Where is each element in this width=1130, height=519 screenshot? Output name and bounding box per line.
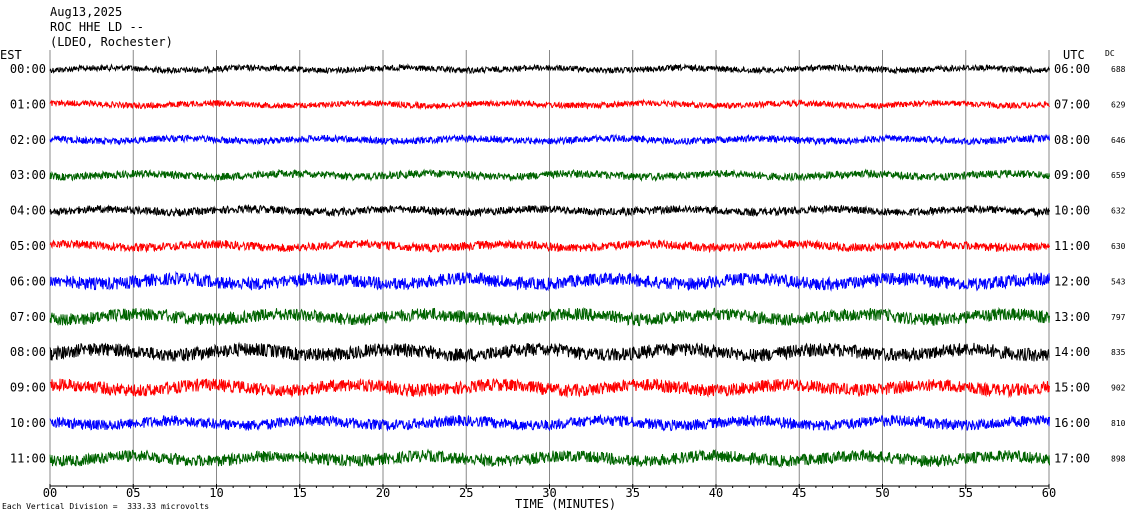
x-tick-label-35: 35 xyxy=(626,486,640,500)
x-tick-label-15: 15 xyxy=(293,486,307,500)
est-label-0300: 03:00 xyxy=(10,168,46,182)
utc-label-1300: 13:00 xyxy=(1054,310,1090,324)
dc-value-0200: 646 xyxy=(1111,136,1126,145)
est-label-0500: 05:00 xyxy=(10,239,46,253)
est-label-0700: 07:00 xyxy=(10,310,46,324)
network-label: (LDEO, Rochester) xyxy=(50,35,173,49)
trace-0300 xyxy=(49,168,1050,183)
dc-value-1100: 898 xyxy=(1111,454,1126,463)
x-tick-label-10: 10 xyxy=(209,486,223,500)
dc-value-0800: 835 xyxy=(1111,348,1126,357)
x-tick-label-00: 00 xyxy=(43,486,57,500)
utc-label-1100: 11:00 xyxy=(1054,239,1090,253)
x-tick-label-60: 60 xyxy=(1042,486,1056,500)
est-axis-label: EST xyxy=(0,48,22,62)
utc-label-1000: 10:00 xyxy=(1054,204,1090,218)
est-label-0100: 01:00 xyxy=(10,97,46,111)
x-tick-label-50: 50 xyxy=(875,486,889,500)
trace-0900 xyxy=(49,377,1050,399)
x-tick-label-30: 30 xyxy=(542,486,556,500)
utc-label-1200: 12:00 xyxy=(1054,274,1090,288)
dc-value-0300: 659 xyxy=(1111,171,1126,180)
utc-label-0700: 07:00 xyxy=(1054,97,1090,111)
utc-label-0900: 09:00 xyxy=(1054,168,1090,182)
trace-0500 xyxy=(49,238,1050,254)
x-tick-label-40: 40 xyxy=(709,486,723,500)
date-label: Aug13,2025 xyxy=(50,5,123,19)
trace-0100 xyxy=(49,98,1050,111)
est-label-0200: 02:00 xyxy=(10,133,46,147)
dc-value-0500: 630 xyxy=(1111,242,1126,251)
x-axis-title: TIME (MINUTES) xyxy=(515,497,617,511)
dc-value-1000: 810 xyxy=(1111,419,1126,428)
x-tick-label-25: 25 xyxy=(459,486,473,500)
x-tick-label-45: 45 xyxy=(792,486,806,500)
dc-value-0000: 688 xyxy=(1111,65,1126,74)
utc-label-1400: 14:00 xyxy=(1054,345,1090,359)
trace-0000 xyxy=(49,63,1050,75)
est-label-0000: 00:00 xyxy=(10,62,46,76)
trace-0800 xyxy=(49,341,1050,363)
trace-0700 xyxy=(49,306,1050,327)
dc-label: DC xyxy=(1105,49,1115,58)
est-label-0400: 04:00 xyxy=(10,204,46,218)
est-label-0900: 09:00 xyxy=(10,381,46,395)
x-tick-label-20: 20 xyxy=(376,486,390,500)
est-label-0600: 06:00 xyxy=(10,274,46,288)
utc-label-0600: 06:00 xyxy=(1054,62,1090,76)
utc-label-0800: 08:00 xyxy=(1054,133,1090,147)
dc-value-0600: 543 xyxy=(1111,277,1126,286)
x-tick-label-55: 55 xyxy=(959,486,973,500)
utc-label-1600: 16:00 xyxy=(1054,416,1090,430)
station-label: ROC HHE LD -- xyxy=(50,20,144,34)
trace-0600 xyxy=(49,270,1050,292)
dc-value-0900: 902 xyxy=(1111,384,1126,393)
utc-axis-label: UTC xyxy=(1063,48,1085,62)
trace-0400 xyxy=(49,203,1050,218)
est-label-1000: 10:00 xyxy=(10,416,46,430)
dc-value-0100: 629 xyxy=(1111,100,1126,109)
dc-value-0700: 797 xyxy=(1111,313,1126,322)
utc-label-1500: 15:00 xyxy=(1054,381,1090,395)
est-label-1100: 11:00 xyxy=(10,451,46,465)
utc-label-1700: 17:00 xyxy=(1054,451,1090,465)
trace-0200 xyxy=(49,133,1050,147)
dc-value-0400: 632 xyxy=(1111,207,1126,216)
trace-1100 xyxy=(49,448,1050,469)
vertical-division-note: Each Vertical Division = 333.33 microvol… xyxy=(2,502,210,511)
est-label-0800: 08:00 xyxy=(10,345,46,359)
trace-1000 xyxy=(49,413,1050,432)
x-tick-label-05: 05 xyxy=(126,486,140,500)
